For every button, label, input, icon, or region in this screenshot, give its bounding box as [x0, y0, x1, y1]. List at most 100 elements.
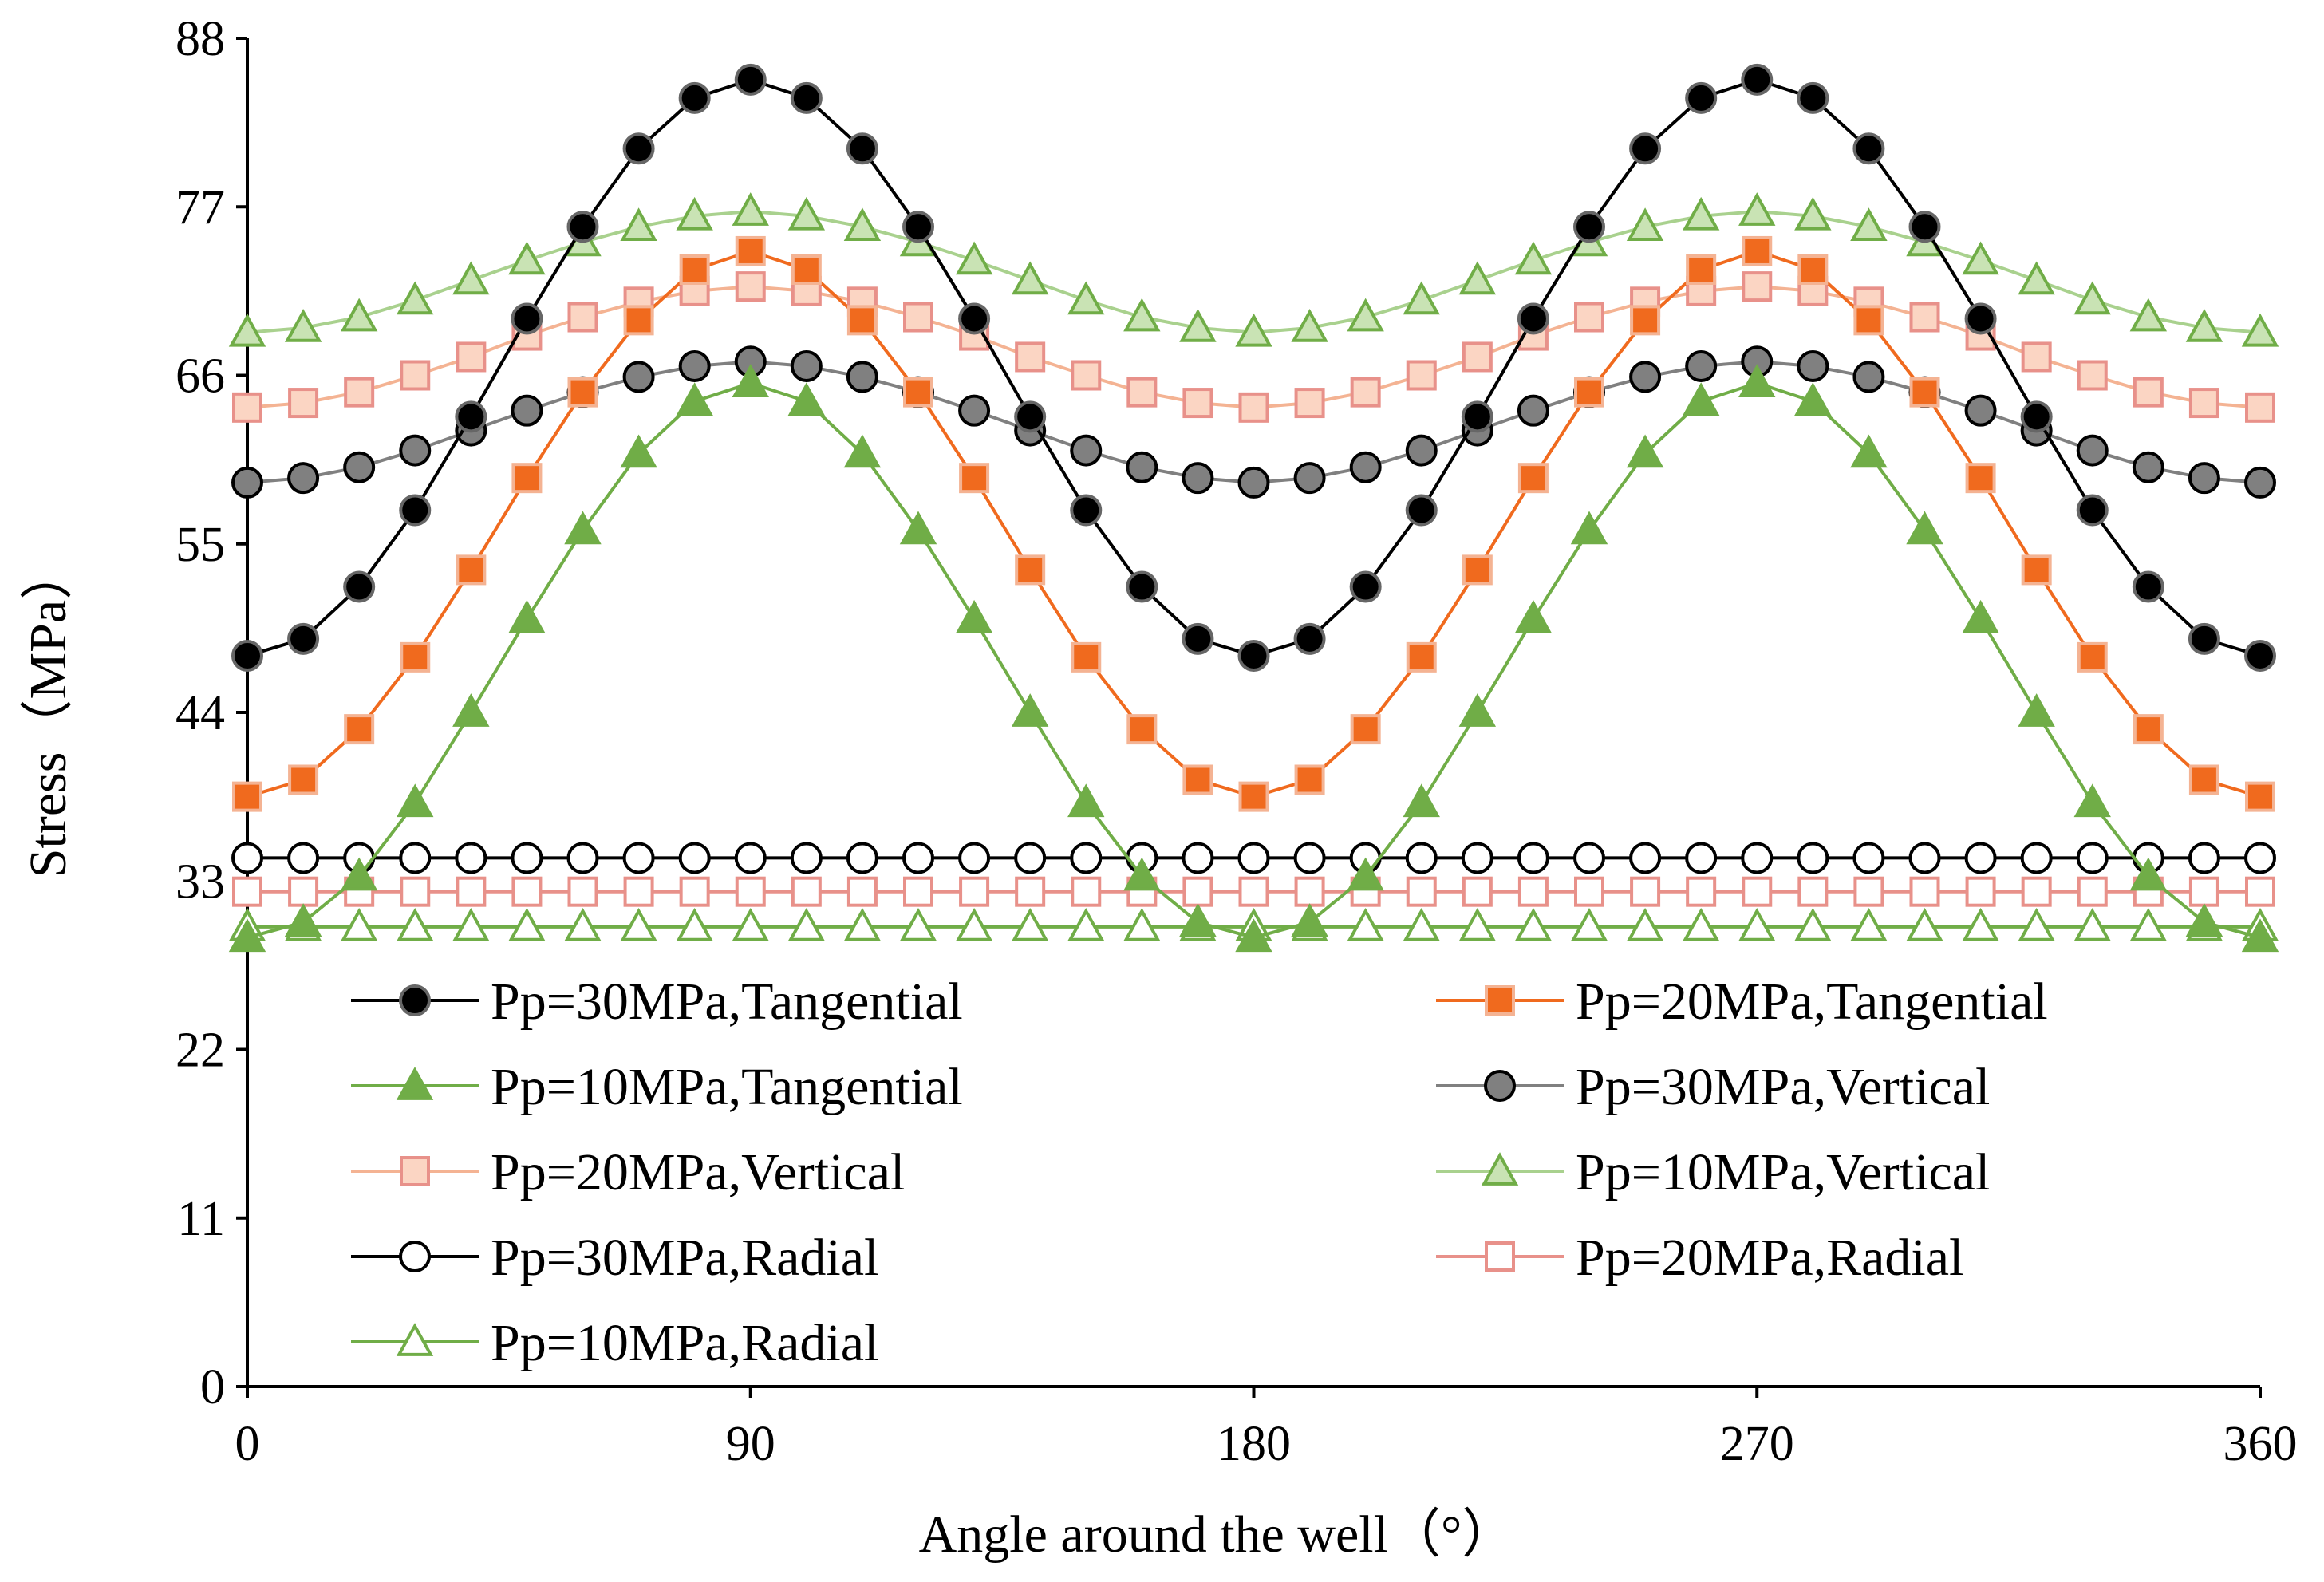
data-point — [567, 302, 598, 333]
y-tick-label: 22 — [176, 1024, 225, 1078]
data-point — [1182, 622, 1214, 655]
data-point — [1685, 81, 1718, 114]
data-point — [2245, 876, 2275, 907]
data-point — [1850, 207, 1888, 242]
data-point — [452, 261, 490, 295]
data-point — [1350, 714, 1381, 745]
data-point — [1070, 434, 1103, 467]
data-point — [1123, 857, 1161, 891]
data-point — [399, 842, 432, 874]
data-point — [1067, 907, 1105, 941]
data-point — [1237, 639, 1270, 672]
data-point — [2021, 554, 2052, 586]
data-point — [1682, 196, 1720, 231]
data-point — [846, 842, 878, 874]
data-point — [1626, 907, 1664, 941]
data-point — [843, 434, 882, 468]
data-point — [1182, 388, 1213, 419]
data-point — [1964, 842, 1997, 874]
data-point — [1514, 907, 1553, 941]
data-point — [787, 907, 826, 941]
data-point — [1797, 842, 1829, 874]
data-point — [564, 511, 602, 545]
x-axis-title: Angle around the well（°） — [919, 1505, 1515, 1564]
legend: Pp=30MPa,Tangential Pp=20MPa,Tangential Pp… — [351, 972, 2048, 1372]
data-point — [1685, 842, 1718, 874]
data-point — [1965, 463, 1996, 494]
data-point — [958, 302, 991, 335]
data-point — [2188, 876, 2219, 907]
legend-marker — [1485, 985, 1515, 1016]
ticks: 0 11 22 33 44 55 66 77 88 0 90 180 270 360 — [176, 12, 2298, 1471]
data-point — [1126, 451, 1158, 483]
x-tick-label: 180 — [1217, 1417, 1291, 1471]
data-point — [790, 842, 823, 874]
data-point — [1067, 281, 1105, 315]
data-point — [1238, 876, 1269, 907]
data-point — [1908, 211, 1941, 243]
data-point — [955, 241, 993, 275]
data-point — [622, 842, 655, 874]
data-point — [846, 361, 878, 393]
data-point — [1850, 434, 1888, 468]
series-pp-10mpa-tangential — [228, 364, 2279, 953]
data-point — [1179, 903, 1217, 937]
data-point — [1406, 360, 1437, 391]
data-point — [1294, 764, 1325, 795]
data-point — [2018, 261, 2055, 295]
data-point — [455, 400, 487, 433]
data-point — [735, 235, 766, 266]
data-point — [228, 313, 266, 347]
data-point — [1682, 907, 1720, 941]
data-point — [790, 81, 823, 114]
data-point — [1573, 211, 1605, 243]
data-point — [452, 907, 490, 941]
data-point — [397, 783, 434, 818]
data-point — [1126, 377, 1158, 408]
data-point — [1630, 305, 1661, 336]
data-point — [455, 842, 487, 874]
data-point — [735, 876, 766, 907]
legend-item: Pp=10MPa,Tangential — [351, 1058, 963, 1116]
data-point — [1514, 241, 1553, 275]
data-point — [1405, 434, 1438, 467]
data-point — [1294, 388, 1325, 419]
data-point — [1626, 434, 1664, 468]
data-point — [397, 281, 434, 315]
data-point — [1237, 842, 1270, 874]
data-point — [340, 298, 378, 332]
data-point — [903, 302, 933, 333]
data-point — [622, 132, 655, 165]
data-point — [1126, 570, 1158, 603]
data-point — [228, 918, 266, 953]
data-point — [1123, 298, 1161, 332]
data-point — [1570, 511, 1608, 545]
data-point — [1853, 305, 1884, 336]
data-point — [1686, 876, 1717, 907]
data-point — [1403, 281, 1440, 315]
data-point — [2129, 857, 2168, 891]
data-point — [1517, 876, 1549, 907]
data-point — [2132, 451, 2164, 483]
legend-marker — [396, 1323, 434, 1356]
data-point — [846, 132, 878, 165]
data-point — [508, 907, 546, 941]
data-point — [1797, 81, 1829, 114]
y-tick-label: 33 — [176, 854, 225, 909]
data-point — [231, 466, 263, 499]
data-point — [2185, 903, 2223, 937]
data-point — [787, 382, 826, 416]
data-point — [1182, 462, 1214, 495]
data-point — [1797, 254, 1829, 285]
data-point — [343, 451, 376, 483]
data-point — [1350, 377, 1381, 408]
data-point — [400, 876, 431, 907]
series-pp-20mpa-radial — [232, 876, 2275, 907]
data-point — [2241, 918, 2279, 953]
data-point — [1738, 192, 1776, 226]
data-point — [344, 714, 375, 745]
data-point — [959, 463, 990, 494]
data-point — [1517, 463, 1549, 494]
data-point — [1962, 907, 1999, 941]
